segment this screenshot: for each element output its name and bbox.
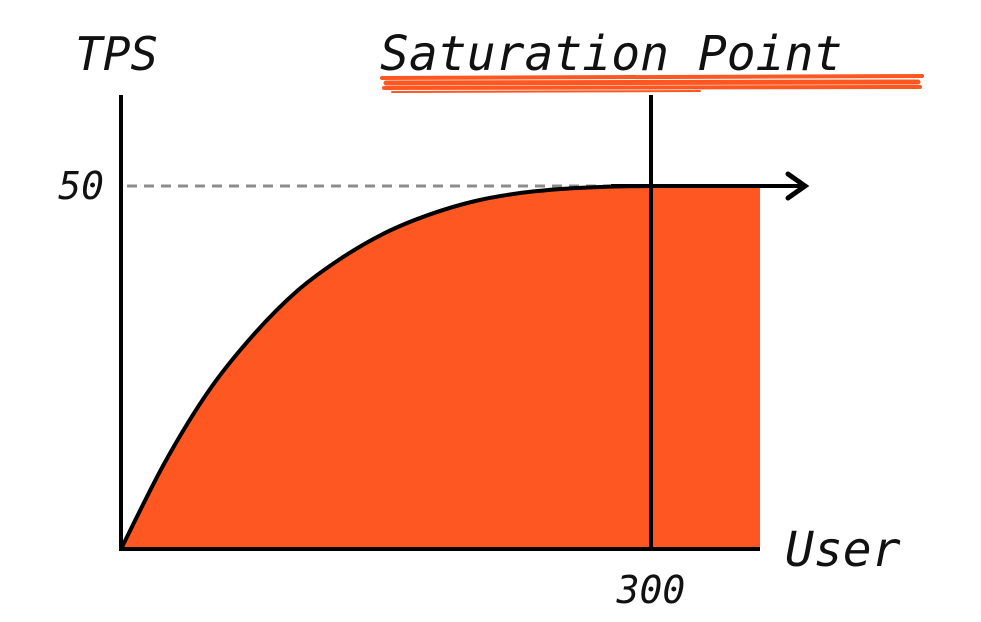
plateau-arrow-head [785,171,810,201]
tps-area-fill [121,186,760,549]
x-axis-label: User [785,522,901,578]
tps-curve-line [119,184,652,550]
y-tick-label: 50 [58,164,104,208]
y-axis-label: TPS [75,27,158,81]
underline-brush-stroke [382,85,922,90]
underline-brush-stroke [380,74,924,80]
underline-brush-stroke [391,90,701,93]
underline-brush-stroke [383,79,921,86]
saturation-point-label: Saturation Point [380,26,842,82]
annotation-underline [380,74,924,93]
x-tick-label: 300 [616,568,686,612]
